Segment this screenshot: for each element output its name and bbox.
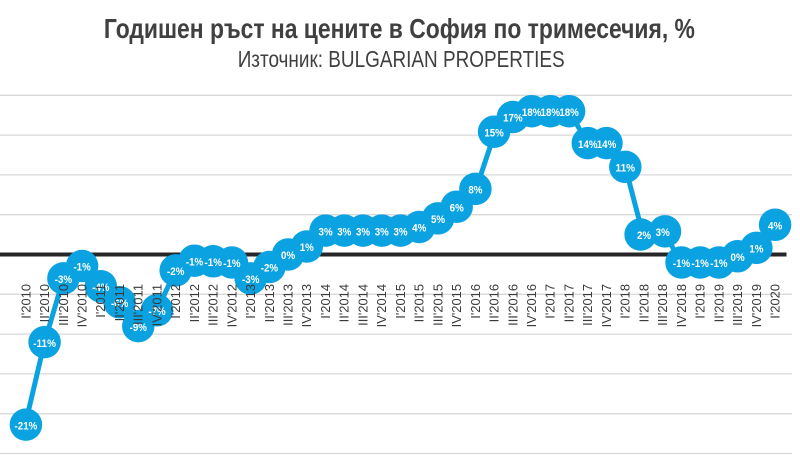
svg-text:III'2016: III'2016	[505, 284, 520, 326]
svg-text:III'2017: III'2017	[580, 284, 595, 326]
svg-text:-1%: -1%	[710, 258, 727, 270]
svg-text:18%: 18%	[522, 107, 542, 119]
svg-text:0%: 0%	[281, 250, 295, 262]
svg-text:11%: 11%	[616, 163, 636, 175]
svg-text:I'2011: I'2011	[93, 284, 108, 318]
svg-text:1%: 1%	[300, 242, 314, 254]
svg-text:II'2019: II'2019	[711, 284, 726, 322]
svg-text:IV'2012: IV'2012	[224, 284, 239, 327]
svg-text:III'2014: III'2014	[355, 284, 370, 326]
svg-text:III'2011: III'2011	[131, 284, 146, 325]
svg-text:II'2012: II'2012	[187, 284, 202, 322]
svg-text:-1%: -1%	[673, 258, 690, 270]
svg-text:IV'2017: IV'2017	[599, 284, 614, 327]
svg-text:IV'2011: IV'2011	[149, 284, 164, 326]
svg-text:IV'2019: IV'2019	[749, 284, 764, 327]
svg-text:3%: 3%	[356, 226, 370, 238]
svg-text:I'2018: I'2018	[618, 284, 633, 319]
svg-text:6%: 6%	[450, 202, 464, 214]
svg-text:II'2017: II'2017	[562, 284, 577, 322]
svg-text:III'2010: III'2010	[56, 284, 71, 326]
svg-text:-1%: -1%	[73, 262, 90, 274]
svg-text:III'2018: III'2018	[655, 284, 670, 326]
svg-text:II'2010: II'2010	[37, 284, 52, 322]
svg-text:I'2010: I'2010	[18, 284, 33, 319]
svg-text:18%: 18%	[559, 107, 579, 119]
svg-text:IV'2013: IV'2013	[299, 284, 314, 327]
svg-text:-1%: -1%	[223, 258, 240, 270]
svg-text:3%: 3%	[393, 226, 407, 238]
svg-text:I'2020: I'2020	[768, 284, 783, 319]
svg-text:I'2012: I'2012	[168, 284, 183, 319]
svg-text:IV'2018: IV'2018	[674, 284, 689, 327]
svg-text:-3%: -3%	[242, 274, 259, 286]
svg-text:-2%: -2%	[167, 266, 184, 278]
svg-text:II'2018: II'2018	[636, 284, 651, 322]
svg-text:3%: 3%	[656, 227, 670, 239]
svg-text:3%: 3%	[337, 226, 351, 238]
svg-text:-3%: -3%	[55, 274, 72, 286]
svg-text:I'2013: I'2013	[243, 284, 258, 319]
svg-text:III'2012: III'2012	[206, 284, 221, 326]
svg-text:-1%: -1%	[186, 256, 203, 268]
svg-text:-2%: -2%	[261, 263, 278, 275]
svg-text:III'2013: III'2013	[281, 284, 296, 326]
svg-text:1%: 1%	[749, 244, 763, 256]
svg-text:-7%: -7%	[148, 306, 165, 318]
svg-text:-11%: -11%	[33, 338, 56, 350]
svg-text:I'2015: I'2015	[393, 284, 408, 319]
svg-text:-1%: -1%	[205, 257, 222, 269]
svg-text:III'2015: III'2015	[430, 284, 445, 326]
svg-text:II'2014: II'2014	[337, 284, 352, 322]
svg-text:III'2019: III'2019	[730, 284, 745, 326]
svg-text:4%: 4%	[412, 223, 426, 235]
svg-text:IV'2016: IV'2016	[524, 284, 539, 327]
svg-text:14%: 14%	[597, 139, 617, 151]
svg-text:II'2013: II'2013	[262, 284, 277, 322]
svg-text:17%: 17%	[503, 113, 523, 125]
svg-text:-21%: -21%	[15, 420, 38, 432]
svg-text:14%: 14%	[578, 139, 598, 151]
svg-text:-9%: -9%	[130, 322, 147, 334]
svg-text:II'2015: II'2015	[412, 284, 427, 322]
svg-text:0%: 0%	[731, 252, 745, 264]
svg-text:IV'2014: IV'2014	[374, 284, 389, 327]
svg-text:I'2016: I'2016	[468, 284, 483, 319]
svg-text:4%: 4%	[768, 221, 782, 233]
svg-text:-4%: -4%	[92, 282, 109, 294]
svg-text:II'2016: II'2016	[487, 284, 502, 322]
svg-text:3%: 3%	[375, 226, 389, 238]
svg-text:IV'2015: IV'2015	[449, 284, 464, 327]
svg-text:Годишен ръст на цените в София: Годишен ръст на цените в София по тримес…	[104, 13, 695, 44]
svg-text:18%: 18%	[541, 107, 561, 119]
svg-text:-1%: -1%	[692, 258, 709, 270]
svg-text:15%: 15%	[484, 127, 504, 139]
svg-text:I'2014: I'2014	[318, 284, 333, 319]
svg-text:II'2011: II'2011	[112, 284, 127, 321]
svg-text:2%: 2%	[637, 230, 651, 242]
svg-text:I'2019: I'2019	[693, 284, 708, 319]
svg-text:-6%: -6%	[111, 298, 128, 310]
svg-text:IV'2010: IV'2010	[75, 284, 90, 327]
svg-text:5%: 5%	[431, 214, 445, 226]
svg-text:3%: 3%	[319, 226, 333, 238]
svg-text:I'2017: I'2017	[543, 284, 558, 319]
svg-text:8%: 8%	[468, 185, 482, 197]
svg-text:Източник: BULGARIAN PROPERTIES: Източник: BULGARIAN PROPERTIES	[238, 46, 565, 72]
